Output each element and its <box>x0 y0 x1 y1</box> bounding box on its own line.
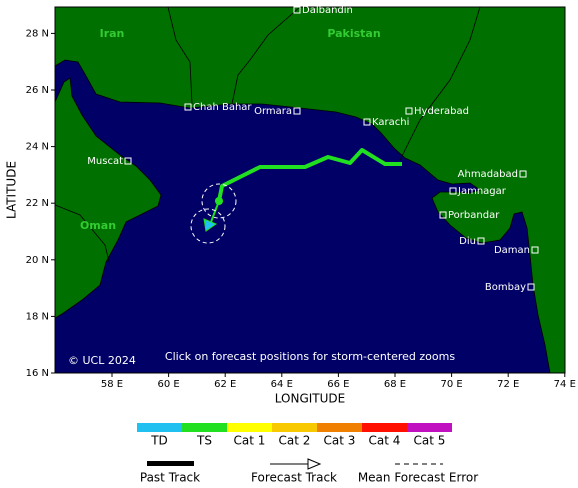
city-marker <box>531 246 539 254</box>
legend-label: Cat 2 <box>279 434 311 448</box>
country-label: Iran <box>100 27 125 40</box>
x-axis-label: LONGITUDE <box>275 392 345 406</box>
map-frame <box>54 6 566 374</box>
past-track <box>217 148 402 202</box>
city-label: Porbandar <box>448 210 500 221</box>
error-circle[interactable] <box>190 208 226 244</box>
lon-tick-label: 64 E <box>271 379 293 390</box>
city-label: Chah Bahar <box>193 102 252 113</box>
legend-label: Cat 3 <box>324 434 356 448</box>
country-label: Oman <box>80 219 116 232</box>
lat-tick-label: 20 N <box>26 255 49 266</box>
city-marker <box>124 157 132 165</box>
legend-label: Mean Forecast Error <box>358 471 478 485</box>
city-label: Karachi <box>372 117 409 128</box>
legend-swatch <box>407 423 452 432</box>
lon-tick-label: 60 E <box>157 379 179 390</box>
city-marker <box>184 103 192 111</box>
legend-label: TD <box>150 434 168 448</box>
lon-tick-label: 74 E <box>554 379 576 390</box>
legend-swatch <box>272 423 317 432</box>
city-marker <box>293 107 301 115</box>
copyright: © UCL 2024 <box>68 354 136 367</box>
lat-tick-label: 18 N <box>26 311 49 322</box>
city-label: Bombay <box>485 282 526 293</box>
border <box>55 7 481 266</box>
city-label: Diu <box>459 236 476 247</box>
lat-tick-label: 16 N <box>26 368 49 379</box>
legend-label: Cat 5 <box>414 434 446 448</box>
legend-label: Cat 1 <box>234 434 266 448</box>
legend-swatch <box>227 423 272 432</box>
legend-swatch <box>182 423 227 432</box>
lat-tick-label: 24 N <box>26 142 49 153</box>
legend-label: Forecast Track <box>251 471 337 485</box>
land-oman <box>55 77 162 319</box>
legend-swatch <box>362 423 407 432</box>
map[interactable] <box>55 7 565 373</box>
city-label: Daman <box>494 245 530 256</box>
lat-tick-label: 22 N <box>26 198 49 209</box>
city-label: Ormara <box>254 106 292 117</box>
city-marker <box>363 118 371 126</box>
legend-swatch <box>317 423 362 432</box>
arrow-head <box>307 458 322 470</box>
legend-label: TS <box>196 434 212 448</box>
city-marker <box>449 187 457 195</box>
lon-tick-label: 68 E <box>384 379 406 390</box>
legend-label: Cat 4 <box>369 434 401 448</box>
note: Click on forecast positions for storm-ce… <box>165 350 455 363</box>
y-axis-label: LATITUDE <box>5 161 19 219</box>
storm-position[interactable] <box>215 197 223 205</box>
lat-tick-label: 28 N <box>26 28 49 39</box>
city-marker <box>477 237 485 245</box>
error-circle[interactable] <box>201 183 237 219</box>
country-label: Pakistan <box>327 27 380 40</box>
legend-label: Past Track <box>140 471 200 485</box>
city-marker <box>405 107 413 115</box>
land-north <box>55 7 565 373</box>
legend-swatch <box>137 423 182 432</box>
city-label: Hyderabad <box>414 106 469 117</box>
lon-tick-label: 58 E <box>101 379 123 390</box>
city-label: Muscat <box>87 156 123 167</box>
city-marker <box>293 6 301 14</box>
city-marker <box>519 170 527 178</box>
city-marker <box>527 283 535 291</box>
city-label: Jamnagar <box>457 186 507 197</box>
city-label: Ahmadabad <box>458 169 518 180</box>
lon-tick-label: 62 E <box>214 379 236 390</box>
lon-tick-label: 72 E <box>497 379 519 390</box>
city-label: Dalbandin <box>302 5 353 16</box>
forecast-position[interactable] <box>203 218 218 232</box>
lon-tick-label: 66 E <box>327 379 349 390</box>
lon-tick-label: 70 E <box>440 379 462 390</box>
city-marker <box>439 211 447 219</box>
past-track-sample <box>147 461 194 466</box>
lat-tick-label: 26 N <box>26 85 49 96</box>
